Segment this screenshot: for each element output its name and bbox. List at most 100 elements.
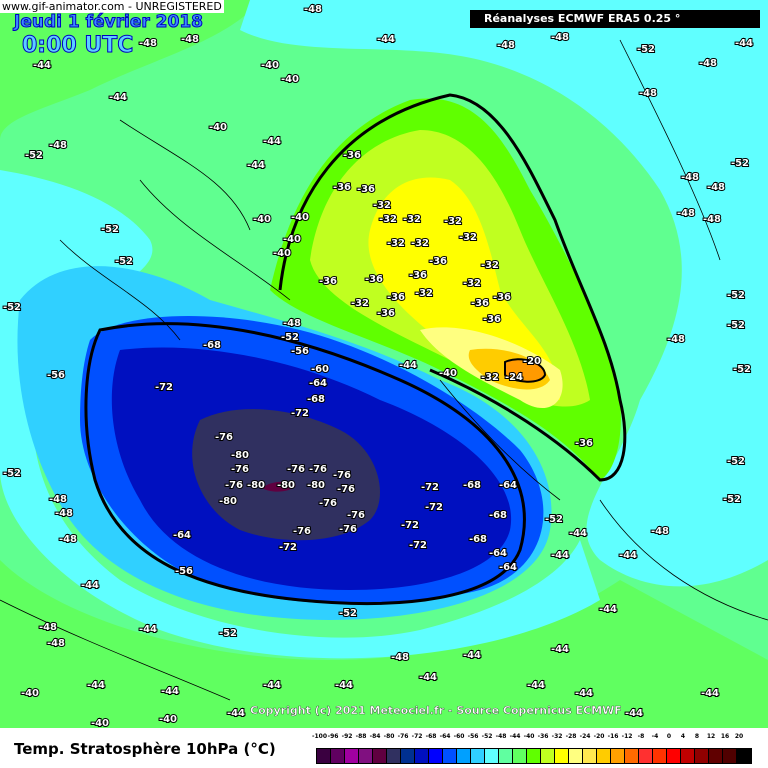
temperature-map: -48-48-48 -44-40-40-44-44-48-52-40-44-44-… bbox=[0, 0, 768, 728]
contour-label: -52 bbox=[219, 628, 237, 639]
contour-label: -80 bbox=[247, 480, 265, 491]
zone-44 bbox=[0, 0, 768, 728]
contour-label: -44 bbox=[263, 680, 281, 691]
contour-label: -44 bbox=[87, 680, 105, 691]
contour-label: -48 bbox=[47, 638, 65, 649]
zone-48 bbox=[240, 0, 768, 587]
contour-label: -40 bbox=[261, 60, 279, 71]
contour-label: -48 bbox=[139, 38, 157, 49]
contour-label: -76 bbox=[309, 464, 327, 475]
legend-swatch bbox=[471, 749, 485, 763]
legend-label: -80 bbox=[383, 733, 395, 740]
legend-label: -16 bbox=[607, 733, 619, 740]
contour-label: -44 bbox=[247, 160, 265, 171]
contour-label: -44 bbox=[551, 644, 569, 655]
contour-label: -48 bbox=[59, 534, 77, 545]
vortex-76 bbox=[192, 409, 380, 541]
coastlines bbox=[0, 39, 768, 701]
contour-label: -68 bbox=[469, 534, 487, 545]
legend-swatch bbox=[499, 749, 513, 763]
contour-label: -44 bbox=[575, 688, 593, 699]
legend-swatch bbox=[639, 749, 653, 763]
contour-label: -52 bbox=[3, 302, 21, 313]
legend-swatch bbox=[485, 749, 499, 763]
contour-label: -32 bbox=[411, 238, 429, 249]
legend-label: 4 bbox=[680, 733, 686, 740]
contour-label: -36 bbox=[357, 184, 375, 195]
contour-label: -36 bbox=[377, 308, 395, 319]
legend-label: -48 bbox=[495, 733, 507, 740]
contour-label: -44 bbox=[735, 38, 753, 49]
legend-swatch bbox=[555, 749, 569, 763]
legend-label: -20 bbox=[593, 733, 605, 740]
contour-label: -76 bbox=[287, 464, 305, 475]
contour-label: -32 bbox=[387, 238, 405, 249]
contour-label: -72 bbox=[409, 540, 427, 551]
legend-swatches bbox=[316, 748, 752, 764]
legend-swatch bbox=[583, 749, 597, 763]
date-label: Jeudi 1 février 2018 bbox=[14, 12, 204, 33]
legend-label: 12 bbox=[706, 733, 716, 740]
legend-swatch bbox=[541, 749, 555, 763]
legend-swatch bbox=[373, 749, 387, 763]
contour-label: -76 bbox=[231, 464, 249, 475]
legend-swatch bbox=[331, 749, 345, 763]
legend-swatch bbox=[317, 749, 331, 763]
legend-label: -36 bbox=[537, 733, 549, 740]
legend-label: -28 bbox=[565, 733, 577, 740]
zone-48-west bbox=[0, 170, 600, 659]
contour-label: -64 bbox=[499, 480, 517, 491]
contour-label: -44 bbox=[335, 680, 353, 691]
contour-label: -52 bbox=[3, 468, 21, 479]
legend-label: -8 bbox=[637, 733, 645, 740]
contour-label: -48 bbox=[304, 4, 322, 15]
contour-label: -36 bbox=[319, 276, 337, 287]
contour-label: -40 bbox=[91, 718, 109, 728]
legend-swatch bbox=[359, 749, 373, 763]
legend-swatch bbox=[415, 749, 429, 763]
warm-20 bbox=[504, 358, 547, 383]
contour-label: -72 bbox=[421, 482, 439, 493]
contour-label: -44 bbox=[263, 136, 281, 147]
contour-label: -40 bbox=[209, 122, 227, 133]
contour-label: -40 bbox=[253, 214, 271, 225]
contour-label: -76 bbox=[337, 484, 355, 495]
vortex-80 bbox=[262, 481, 296, 492]
legend-label: 16 bbox=[720, 733, 730, 740]
contour-label: -52 bbox=[545, 514, 563, 525]
contour-label: -72 bbox=[401, 520, 419, 531]
contour-label: -60 bbox=[311, 364, 329, 375]
contour-label: -80 bbox=[231, 450, 249, 461]
contour-label: -76 bbox=[339, 524, 357, 535]
contour-label: -48 bbox=[55, 508, 73, 519]
contour-label: -32 bbox=[373, 200, 391, 211]
legend-label: -96 bbox=[327, 733, 339, 740]
legend-swatch bbox=[429, 749, 443, 763]
contour-label: -32 bbox=[463, 278, 481, 289]
contour-label: -32 bbox=[351, 298, 369, 309]
legend-label: -60 bbox=[453, 733, 465, 740]
watermark: www.gif-animator.com - UNREGISTERED bbox=[0, 0, 224, 13]
contour-label: -44 bbox=[399, 360, 417, 371]
contour-label: -44 bbox=[619, 550, 637, 561]
footer: Temp. Stratosphère 10hPa (°C) -100 -96 -92… bbox=[0, 728, 768, 768]
contour-labels: -48-48-48 -44-40-40-44-44-48-52-40-44-44-… bbox=[2, 3, 754, 728]
contour-label: -40 bbox=[281, 74, 299, 85]
contour-label: -64 bbox=[309, 378, 327, 389]
contour-label: -36 bbox=[343, 150, 361, 161]
contour-label: -48 bbox=[39, 622, 57, 633]
contour-label: -32 bbox=[481, 260, 499, 271]
contour-label: -52 bbox=[727, 320, 745, 331]
contour-thick-warm bbox=[278, 93, 627, 482]
contour-label: -36 bbox=[493, 292, 511, 303]
contour-label: -44 bbox=[419, 672, 437, 683]
contour-label: -72 bbox=[425, 502, 443, 513]
contour-label: -40 bbox=[159, 714, 177, 725]
contour-label: -72 bbox=[279, 542, 297, 553]
legend-label: -12 bbox=[621, 733, 633, 740]
contour-label: -48 bbox=[181, 34, 199, 45]
contour-label: -48 bbox=[391, 652, 409, 663]
contour-label: -52 bbox=[723, 494, 741, 505]
contour-label: -32 bbox=[379, 214, 397, 225]
contour-label: -48 bbox=[49, 494, 67, 505]
